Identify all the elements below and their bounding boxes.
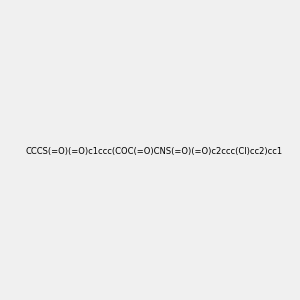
Text: CCCS(=O)(=O)c1ccc(COC(=O)CNS(=O)(=O)c2ccc(Cl)cc2)cc1: CCCS(=O)(=O)c1ccc(COC(=O)CNS(=O)(=O)c2cc…	[25, 147, 282, 156]
